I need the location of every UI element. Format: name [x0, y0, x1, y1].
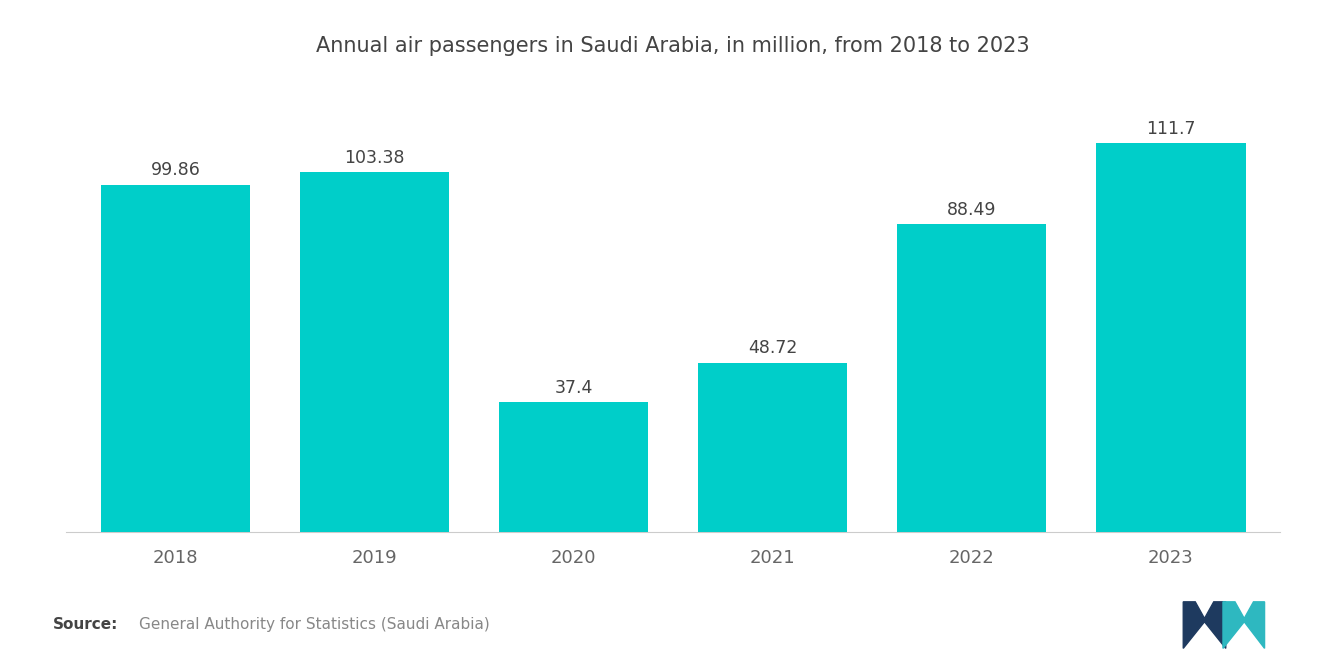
Text: 111.7: 111.7: [1146, 120, 1196, 138]
Text: Source:: Source:: [53, 616, 119, 632]
Text: 99.86: 99.86: [150, 162, 201, 180]
Text: General Authority for Statistics (Saudi Arabia): General Authority for Statistics (Saudi …: [139, 616, 490, 632]
Bar: [1096, 144, 1246, 532]
Bar: [300, 172, 449, 532]
Bar: [898, 224, 1047, 532]
Text: 37.4: 37.4: [554, 378, 593, 397]
Bar: [100, 185, 251, 532]
Polygon shape: [1222, 602, 1265, 648]
Polygon shape: [1183, 602, 1226, 648]
Text: 103.38: 103.38: [345, 149, 405, 167]
Text: 48.72: 48.72: [748, 339, 797, 357]
Text: 88.49: 88.49: [946, 201, 997, 219]
Title: Annual air passengers in Saudi Arabia, in million, from 2018 to 2023: Annual air passengers in Saudi Arabia, i…: [317, 36, 1030, 56]
Bar: [698, 362, 847, 532]
Bar: [499, 402, 648, 532]
